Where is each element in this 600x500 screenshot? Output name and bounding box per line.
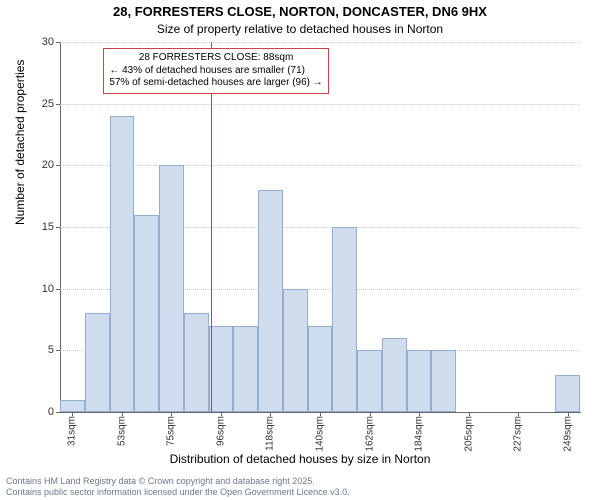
grid-line <box>60 104 580 105</box>
reference-line <box>211 42 212 412</box>
chart-title-main: 28, FORRESTERS CLOSE, NORTON, DONCASTER,… <box>0 4 600 19</box>
histogram-bar <box>332 227 357 412</box>
histogram-bar <box>283 289 308 412</box>
histogram-bar <box>382 338 407 412</box>
footer-line2: Contains public sector information licen… <box>6 487 350 498</box>
x-tick-label: 96sqm <box>215 416 226 446</box>
histogram-bar <box>357 350 382 412</box>
y-tick-label: 0 <box>48 406 54 418</box>
x-tick-label: 31sqm <box>67 416 78 446</box>
histogram-bar <box>110 116 135 412</box>
x-tick-label: 118sqm <box>265 416 276 451</box>
x-tick-label: 162sqm <box>364 416 375 452</box>
x-axis-label: Distribution of detached houses by size … <box>0 452 600 466</box>
grid-line <box>60 165 580 166</box>
plot-area: 28 FORRESTERS CLOSE: 88sqm ← 43% of deta… <box>60 42 580 412</box>
histogram-bar <box>85 313 110 412</box>
y-tick-label: 30 <box>42 36 54 48</box>
histogram-bar <box>431 350 456 412</box>
y-tick-label: 20 <box>42 159 54 171</box>
histogram-bar <box>159 165 184 412</box>
histogram-bar <box>60 400 85 412</box>
y-tick-label: 5 <box>48 344 54 356</box>
y-tick-label: 25 <box>42 98 54 110</box>
histogram-bar <box>308 326 333 412</box>
y-tick-label: 15 <box>42 221 54 233</box>
chart-title-sub: Size of property relative to detached ho… <box>0 22 600 36</box>
x-tick-label: 140sqm <box>315 416 326 452</box>
x-tick-label: 184sqm <box>414 416 425 452</box>
annotation-box: 28 FORRESTERS CLOSE: 88sqm ← 43% of deta… <box>103 48 328 94</box>
histogram-bar <box>134 215 159 412</box>
x-tick-label: 53sqm <box>116 416 127 446</box>
y-axis-label: Number of detached properties <box>13 60 27 225</box>
y-tick-label: 10 <box>42 283 54 295</box>
footer-line1: Contains HM Land Registry data © Crown c… <box>6 476 350 487</box>
x-tick-label: 205sqm <box>463 416 474 452</box>
grid-line <box>60 42 580 43</box>
footer-attribution: Contains HM Land Registry data © Crown c… <box>6 476 350 499</box>
histogram-bar <box>258 190 283 412</box>
annotation-line3: 57% of semi-detached houses are larger (… <box>109 77 322 90</box>
histogram-bar <box>555 375 580 412</box>
histogram-bar <box>407 350 432 412</box>
histogram-bar <box>233 326 258 412</box>
x-tick-label: 75sqm <box>166 416 177 446</box>
x-tick-label: 227sqm <box>513 416 524 452</box>
annotation-line2: ← 43% of detached houses are smaller (71… <box>109 65 322 78</box>
x-tick-label: 249sqm <box>562 416 573 452</box>
histogram-bar <box>184 313 209 412</box>
annotation-line1: 28 FORRESTERS CLOSE: 88sqm <box>109 52 322 65</box>
